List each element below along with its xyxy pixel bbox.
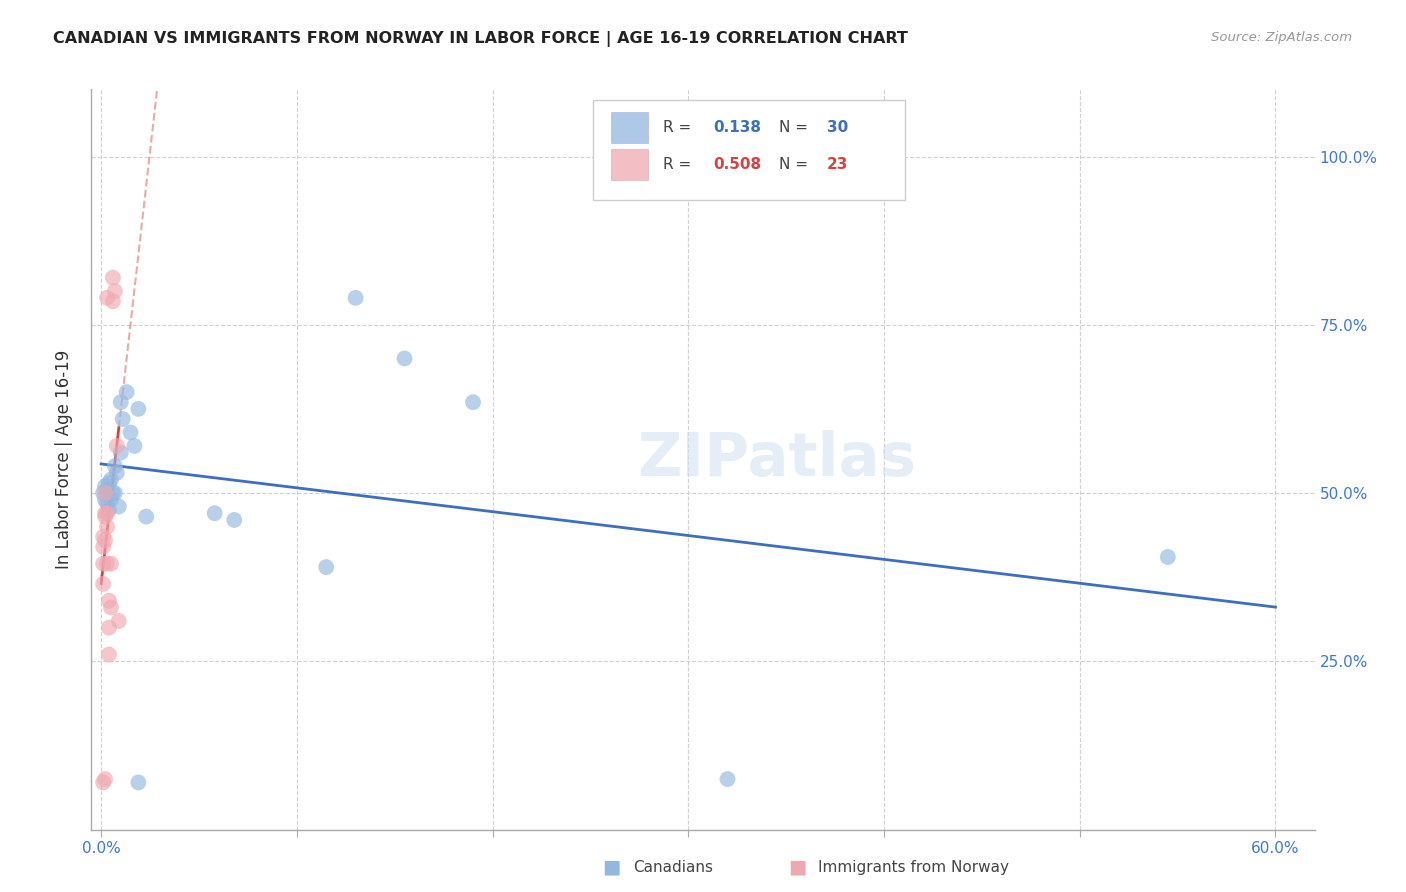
Point (107, 614, 129, 628)
Point (96, 506, 118, 520)
Text: 0.508: 0.508 (713, 157, 761, 172)
Point (127, 775, 149, 789)
Point (135, 509, 157, 524)
Point (91, 775, 114, 789)
Text: N =: N = (779, 120, 813, 136)
Point (224, 513, 246, 527)
Point (105, 439, 128, 453)
Point (107, 500, 129, 514)
Point (394, 351, 416, 366)
Point (105, 466, 128, 480)
FancyBboxPatch shape (612, 112, 648, 144)
Point (204, 506, 226, 520)
Point (94, 479, 117, 493)
Point (104, 284, 127, 298)
Point (716, 772, 738, 786)
Point (96, 291, 118, 305)
Point (104, 459, 127, 474)
Point (110, 395, 132, 409)
Point (101, 294, 124, 309)
Point (124, 439, 146, 453)
FancyBboxPatch shape (593, 100, 905, 201)
Point (100, 600, 122, 615)
Point (110, 445, 132, 459)
Point (120, 425, 142, 440)
Point (94, 509, 117, 524)
Text: ■: ■ (602, 857, 621, 877)
Text: 0.138: 0.138 (713, 120, 761, 136)
Point (94, 492, 117, 507)
Text: ZIPatlas: ZIPatlas (637, 430, 915, 489)
Text: N =: N = (779, 157, 813, 172)
Point (100, 473, 122, 487)
Point (96, 519, 118, 533)
Point (98, 475, 121, 490)
Text: R =: R = (662, 157, 696, 172)
Point (91, 577, 114, 591)
Point (115, 385, 138, 400)
Text: 23: 23 (827, 157, 848, 172)
Point (91, 530, 114, 544)
Point (98, 648, 121, 662)
Point (94, 533, 117, 548)
Point (98, 593, 121, 607)
Point (96, 483, 118, 497)
Point (98, 621, 121, 635)
Text: ■: ■ (787, 857, 807, 877)
Point (101, 486, 124, 500)
Point (104, 486, 127, 500)
Point (91, 486, 114, 500)
Point (94, 486, 117, 500)
Y-axis label: In Labor Force | Age 16-19: In Labor Force | Age 16-19 (55, 350, 73, 569)
Point (315, 560, 337, 574)
Point (96, 557, 118, 571)
Text: R =: R = (662, 120, 696, 136)
Point (91, 557, 114, 571)
Text: Immigrants from Norway: Immigrants from Norway (818, 860, 1010, 874)
Point (111, 412, 134, 426)
Point (344, 291, 367, 305)
Point (94, 772, 117, 786)
Point (94, 506, 117, 520)
Point (96, 496, 118, 510)
Text: Canadians: Canadians (633, 860, 713, 874)
Point (98, 503, 121, 517)
FancyBboxPatch shape (612, 149, 648, 180)
Point (127, 401, 149, 416)
Point (100, 557, 122, 571)
Point (461, 395, 484, 409)
Point (101, 270, 124, 285)
Point (91, 540, 114, 554)
Point (1157, 549, 1180, 564)
Text: 30: 30 (827, 120, 848, 136)
Text: Source: ZipAtlas.com: Source: ZipAtlas.com (1212, 31, 1353, 45)
Point (100, 492, 122, 507)
Text: CANADIAN VS IMMIGRANTS FROM NORWAY IN LABOR FORCE | AGE 16-19 CORRELATION CHART: CANADIAN VS IMMIGRANTS FROM NORWAY IN LA… (53, 31, 908, 47)
